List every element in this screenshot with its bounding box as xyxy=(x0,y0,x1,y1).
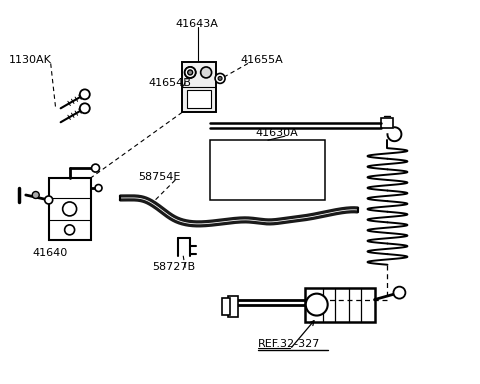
Circle shape xyxy=(45,196,53,204)
Circle shape xyxy=(394,287,406,299)
Circle shape xyxy=(80,89,90,99)
Circle shape xyxy=(92,164,99,172)
Text: 41654B: 41654B xyxy=(148,78,191,88)
Circle shape xyxy=(201,67,212,78)
Circle shape xyxy=(215,73,225,83)
Circle shape xyxy=(65,225,74,235)
Bar xyxy=(48,178,91,240)
Circle shape xyxy=(32,192,39,199)
Circle shape xyxy=(188,70,192,75)
Bar xyxy=(187,90,211,108)
Bar xyxy=(228,296,238,316)
Circle shape xyxy=(218,76,222,80)
Text: 41643A: 41643A xyxy=(175,19,218,29)
Text: 41630A: 41630A xyxy=(255,128,298,138)
Bar xyxy=(305,288,374,321)
Bar xyxy=(210,140,324,200)
Bar xyxy=(382,118,394,128)
Circle shape xyxy=(63,202,77,216)
Text: 58754E: 58754E xyxy=(138,172,181,182)
Bar xyxy=(222,298,230,314)
Bar xyxy=(182,63,216,112)
Text: REF.32-327: REF.32-327 xyxy=(258,339,320,349)
Text: 41640: 41640 xyxy=(33,248,68,258)
Text: 58727B: 58727B xyxy=(152,262,195,272)
Text: 1130AK: 1130AK xyxy=(9,56,52,66)
Circle shape xyxy=(95,185,102,192)
Circle shape xyxy=(185,67,196,78)
Circle shape xyxy=(306,294,328,316)
Circle shape xyxy=(185,67,196,78)
Text: 41655A: 41655A xyxy=(240,56,283,66)
Circle shape xyxy=(80,103,90,113)
